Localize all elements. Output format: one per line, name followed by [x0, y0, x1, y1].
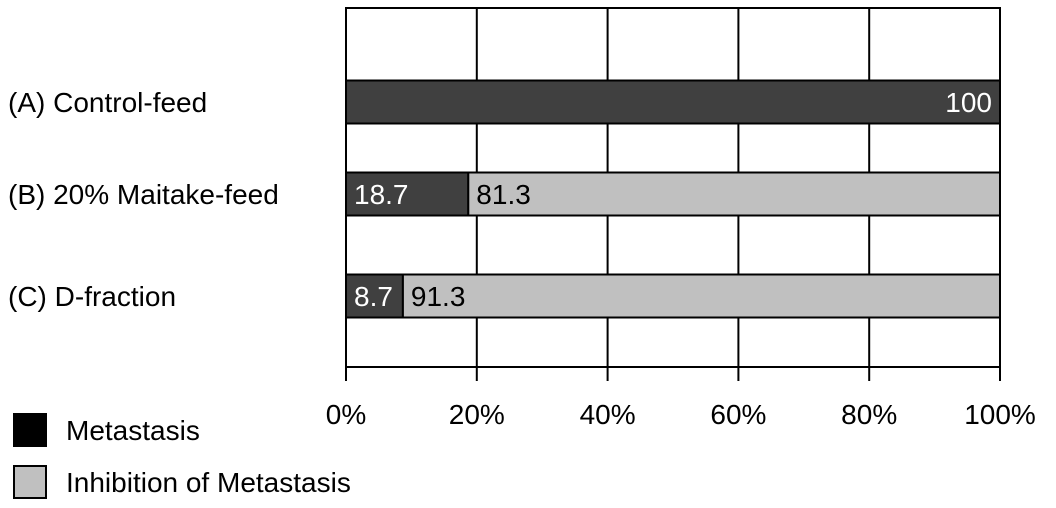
category-label-0: (A) Control-feed: [8, 87, 207, 118]
legend: Metastasis Inhibition of Metastasis: [13, 413, 351, 499]
data-label-inhibition-2: 91.3: [411, 281, 466, 312]
data-label-metastasis-2: 8.7: [354, 281, 393, 312]
x-tick-label-4: 80%: [841, 399, 897, 430]
x-tick-label-3: 60%: [710, 399, 766, 430]
bars: 100 18.7 81.3 8.7 91.3: [345, 79, 1002, 319]
legend-label-1: Inhibition of Metastasis: [66, 467, 351, 498]
bar-inhibition-1: [467, 171, 1002, 217]
legend-swatch-1: [13, 465, 47, 499]
bar-inhibition-2: [401, 273, 1001, 319]
data-label-metastasis-1: 18.7: [354, 179, 409, 210]
data-label-metastasis-0: 100: [945, 87, 992, 118]
legend-label-0: Metastasis: [66, 415, 200, 446]
legend-swatch-0: [13, 413, 47, 447]
x-tick-label-2: 40%: [580, 399, 636, 430]
x-tick-label-0: 0%: [326, 399, 366, 430]
data-label-inhibition-1: 81.3: [476, 179, 530, 210]
x-tick-label-5: 100%: [964, 399, 1036, 430]
category-label-2: (C) D-fraction: [8, 281, 176, 312]
x-tick-label-1: 20%: [449, 399, 505, 430]
bar-metastasis-0: [345, 79, 1001, 125]
bar-metastasis-2: [345, 273, 404, 319]
x-axis: 0% 20% 40% 60% 80% 100%: [326, 366, 1036, 430]
category-label-1: (B) 20% Maitake-feed: [8, 179, 279, 210]
category-labels: (A) Control-feed (B) 20% Maitake-feed (C) …: [8, 87, 279, 312]
bar-metastasis-1: [345, 171, 470, 217]
